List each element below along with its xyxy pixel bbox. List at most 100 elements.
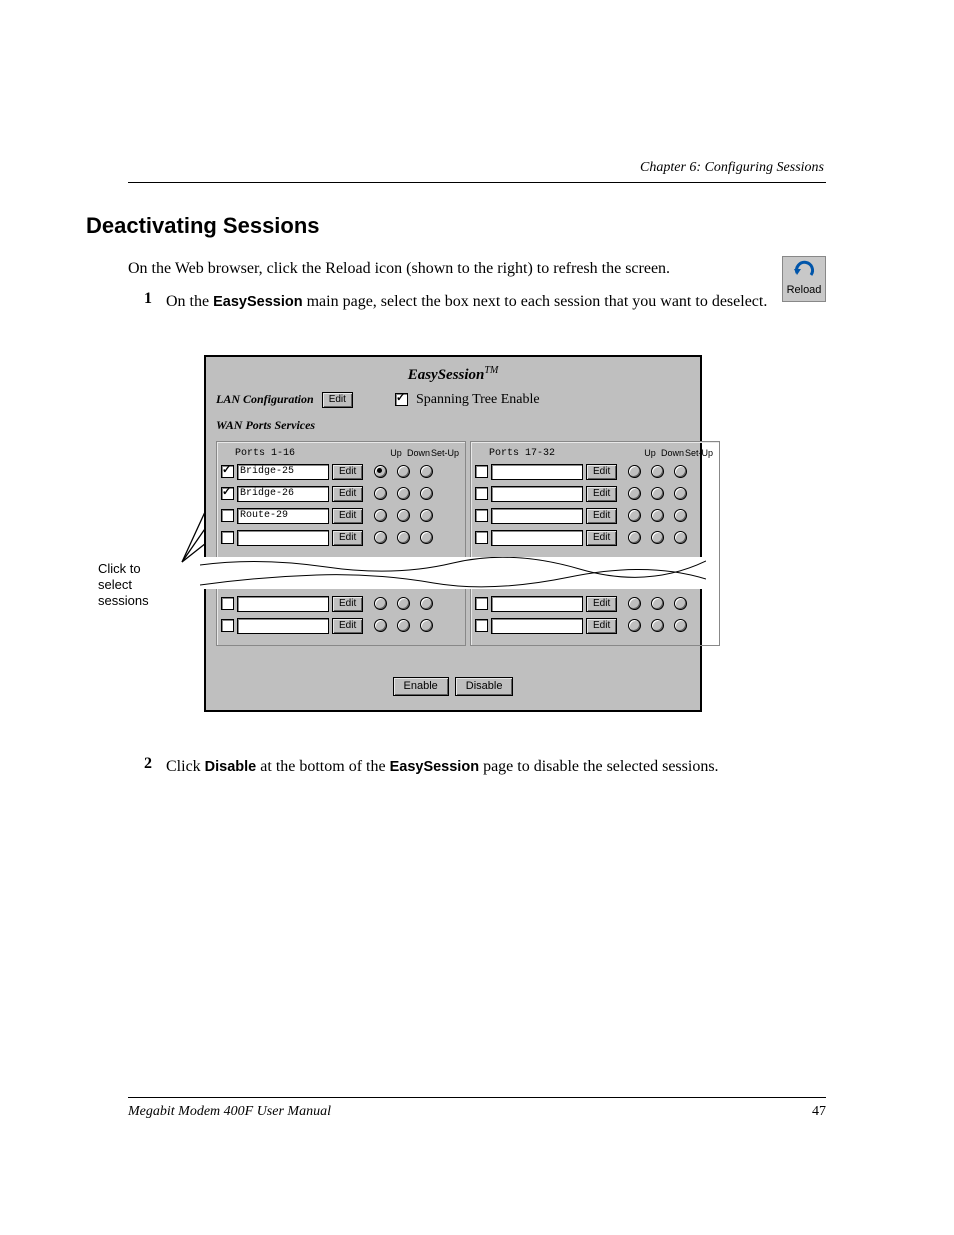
ports-left-label: Ports 1-16 bbox=[221, 448, 355, 459]
setup-radio[interactable] bbox=[674, 597, 687, 610]
step-2: 2 Click Disable at the bottom of the Eas… bbox=[128, 755, 826, 780]
session-name-input[interactable] bbox=[237, 596, 329, 612]
setup-radio[interactable] bbox=[674, 531, 687, 544]
session-name-input[interactable]: Route-29 bbox=[237, 508, 329, 524]
reload-icon[interactable]: Reload bbox=[782, 256, 826, 302]
easysession-window: EasySessionTM LAN Configuration Edit Spa… bbox=[204, 355, 702, 712]
section-title: Deactivating Sessions bbox=[86, 213, 826, 239]
session-checkbox[interactable] bbox=[475, 531, 488, 544]
up-radio[interactable] bbox=[628, 531, 641, 544]
up-radio[interactable] bbox=[374, 509, 387, 522]
setup-radio[interactable] bbox=[420, 619, 433, 632]
down-radio[interactable] bbox=[397, 531, 410, 544]
session-edit-button[interactable]: Edit bbox=[332, 464, 363, 480]
session-checkbox[interactable] bbox=[475, 619, 488, 632]
port-row: Edit bbox=[475, 595, 715, 613]
session-name-input[interactable] bbox=[491, 530, 583, 546]
session-checkbox[interactable] bbox=[475, 465, 488, 478]
session-checkbox[interactable] bbox=[221, 487, 234, 500]
step-text: On the EasySession main page, select the… bbox=[166, 290, 826, 315]
page-number: 47 bbox=[812, 1104, 826, 1120]
down-radio[interactable] bbox=[651, 597, 664, 610]
ports-left-column: Ports 1-16 Up Down Set-Up Bridge-25EditB… bbox=[216, 441, 466, 646]
port-row: Edit bbox=[221, 595, 461, 613]
session-name-input[interactable] bbox=[491, 618, 583, 634]
up-radio[interactable] bbox=[374, 487, 387, 500]
up-radio[interactable] bbox=[374, 465, 387, 478]
session-name-input[interactable] bbox=[491, 508, 583, 524]
reload-label: Reload bbox=[787, 284, 822, 296]
up-radio[interactable] bbox=[374, 597, 387, 610]
port-row: Edit bbox=[475, 463, 715, 481]
down-radio[interactable] bbox=[651, 619, 664, 632]
step-number: 1 bbox=[128, 290, 152, 308]
session-checkbox[interactable] bbox=[475, 597, 488, 610]
session-name-input[interactable]: Bridge-26 bbox=[237, 486, 329, 502]
session-name-input[interactable] bbox=[491, 486, 583, 502]
session-name-input[interactable] bbox=[491, 596, 583, 612]
chapter-header: Chapter 6: Configuring Sessions bbox=[128, 160, 826, 176]
down-radio[interactable] bbox=[651, 509, 664, 522]
session-edit-button[interactable]: Edit bbox=[332, 530, 363, 546]
up-radio[interactable] bbox=[374, 531, 387, 544]
session-checkbox[interactable] bbox=[221, 531, 234, 544]
up-radio[interactable] bbox=[628, 509, 641, 522]
session-edit-button[interactable]: Edit bbox=[586, 596, 617, 612]
figure: Click to select sessions EasySessionTM L… bbox=[128, 355, 826, 725]
port-row: Edit bbox=[475, 485, 715, 503]
down-radio[interactable] bbox=[651, 531, 664, 544]
down-radio[interactable] bbox=[397, 465, 410, 478]
session-checkbox[interactable] bbox=[475, 487, 488, 500]
session-name-input[interactable] bbox=[491, 464, 583, 480]
session-edit-button[interactable]: Edit bbox=[586, 464, 617, 480]
session-edit-button[interactable]: Edit bbox=[332, 486, 363, 502]
setup-radio[interactable] bbox=[674, 619, 687, 632]
wan-ports-label: WAN Ports Services bbox=[216, 418, 690, 433]
up-radio[interactable] bbox=[628, 597, 641, 610]
session-edit-button[interactable]: Edit bbox=[332, 508, 363, 524]
up-radio[interactable] bbox=[628, 487, 641, 500]
session-edit-button[interactable]: Edit bbox=[332, 596, 363, 612]
down-radio[interactable] bbox=[651, 465, 664, 478]
port-row: Bridge-26Edit bbox=[221, 485, 461, 503]
lan-edit-button[interactable]: Edit bbox=[322, 392, 353, 408]
down-radio[interactable] bbox=[651, 487, 664, 500]
page-footer: Megabit Modem 400F User Manual 47 bbox=[128, 1097, 826, 1120]
setup-radio[interactable] bbox=[674, 509, 687, 522]
session-checkbox[interactable] bbox=[221, 597, 234, 610]
session-name-input[interactable] bbox=[237, 530, 329, 546]
setup-radio[interactable] bbox=[420, 465, 433, 478]
setup-radio[interactable] bbox=[420, 509, 433, 522]
setup-radio[interactable] bbox=[420, 531, 433, 544]
up-radio[interactable] bbox=[374, 619, 387, 632]
setup-radio[interactable] bbox=[674, 465, 687, 478]
session-edit-button[interactable]: Edit bbox=[332, 618, 363, 634]
session-edit-button[interactable]: Edit bbox=[586, 508, 617, 524]
down-radio[interactable] bbox=[397, 597, 410, 610]
down-radio[interactable] bbox=[397, 487, 410, 500]
session-edit-button[interactable]: Edit bbox=[586, 530, 617, 546]
lan-config-label: LAN Configuration bbox=[216, 392, 314, 407]
session-edit-button[interactable]: Edit bbox=[586, 486, 617, 502]
port-row: Edit bbox=[475, 507, 715, 525]
step-text: Click Disable at the bottom of the EasyS… bbox=[166, 755, 826, 780]
setup-radio[interactable] bbox=[420, 487, 433, 500]
enable-button[interactable]: Enable bbox=[393, 677, 449, 696]
session-checkbox[interactable] bbox=[221, 465, 234, 478]
session-edit-button[interactable]: Edit bbox=[586, 618, 617, 634]
spanning-tree-checkbox[interactable] bbox=[395, 393, 408, 406]
down-radio[interactable] bbox=[397, 619, 410, 632]
down-radio[interactable] bbox=[397, 509, 410, 522]
ports-right-label: Ports 17-32 bbox=[475, 448, 609, 459]
setup-radio[interactable] bbox=[674, 487, 687, 500]
port-row: Edit bbox=[475, 529, 715, 547]
session-name-input[interactable] bbox=[237, 618, 329, 634]
session-checkbox[interactable] bbox=[221, 619, 234, 632]
setup-radio[interactable] bbox=[420, 597, 433, 610]
session-checkbox[interactable] bbox=[475, 509, 488, 522]
up-radio[interactable] bbox=[628, 465, 641, 478]
session-name-input[interactable]: Bridge-25 bbox=[237, 464, 329, 480]
session-checkbox[interactable] bbox=[221, 509, 234, 522]
disable-button[interactable]: Disable bbox=[455, 677, 514, 696]
up-radio[interactable] bbox=[628, 619, 641, 632]
